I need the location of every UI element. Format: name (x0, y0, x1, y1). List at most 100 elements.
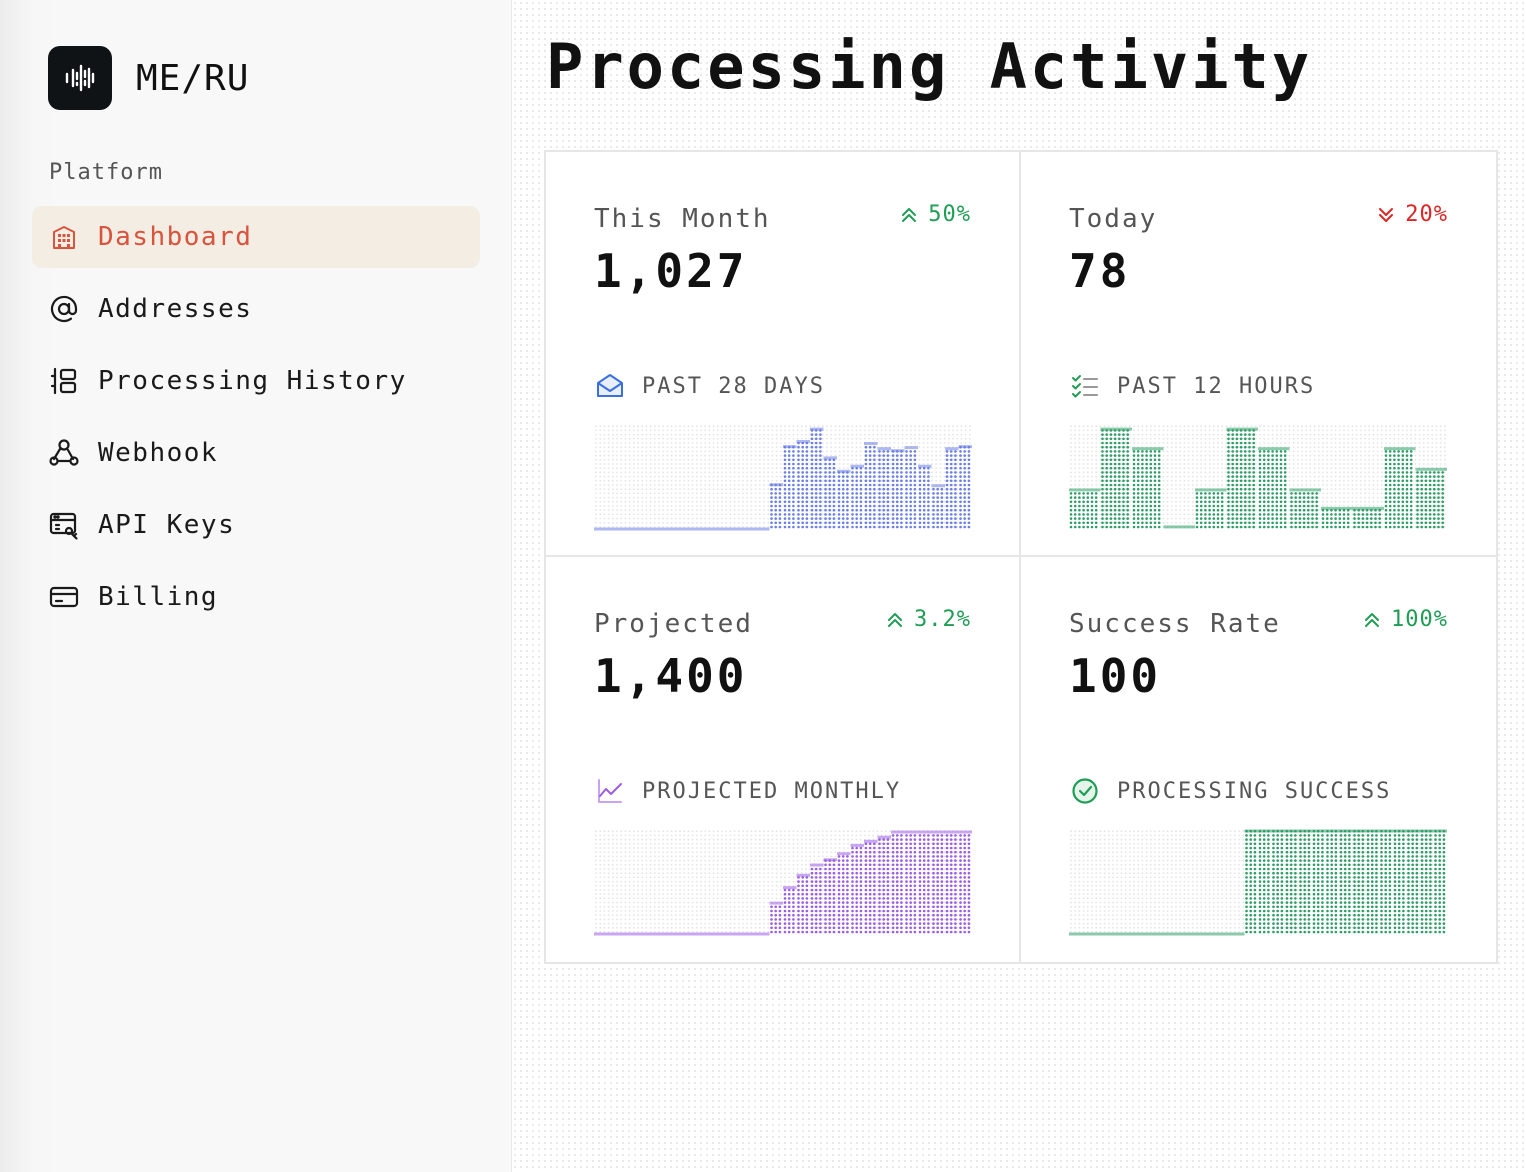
chart-bar (634, 527, 648, 531)
sidebar-item-billing[interactable]: Billing (32, 566, 480, 628)
chart-bar (931, 484, 945, 529)
sidebar-item-webhook[interactable]: Webhook (32, 422, 480, 484)
chart-bar (1069, 488, 1101, 529)
chart-bar (688, 527, 702, 531)
sidebar-section-label: Platform (49, 160, 163, 185)
chart-bar (864, 839, 878, 934)
chart-bar (850, 464, 864, 529)
chevrons-up-icon (902, 207, 917, 222)
chart-bar (1366, 829, 1380, 934)
activity-chart-success-rate (1069, 829, 1447, 936)
waveform-icon (48, 46, 112, 110)
stat-card-success-rate: Success Rate 100% 100 PROCESSING SUCCESS (1021, 557, 1496, 962)
stat-value: 78 (1069, 244, 1131, 298)
sidebar-item-addresses[interactable]: Addresses (32, 278, 480, 340)
chart-bar (850, 843, 864, 934)
stat-value: 1,027 (594, 244, 748, 298)
sidebar-item-processing-history[interactable]: Processing History (32, 350, 480, 412)
at-icon (48, 293, 80, 325)
chart-bar (1100, 427, 1132, 529)
chart-bar (1069, 932, 1083, 936)
chart-bar (1217, 932, 1231, 936)
sidebar: ME/RU Platform Dashboard (0, 0, 512, 1172)
chart-background-dots (1070, 425, 1446, 528)
chart-bar (783, 445, 797, 529)
page-title: Processing Activity (546, 30, 1313, 103)
chart-bar (837, 852, 851, 934)
chart-bar (904, 446, 918, 529)
chart-bar (783, 886, 797, 934)
chart-bar (1109, 932, 1123, 936)
stat-label: Projected (594, 609, 753, 639)
checklist-icon (1069, 370, 1101, 402)
chart-bar (1289, 488, 1321, 529)
chart-bar (1163, 525, 1195, 529)
chart-bar (1433, 829, 1447, 934)
chart-bar (742, 527, 756, 531)
chart-bar (1226, 427, 1258, 529)
brand-name: ME/RU (136, 57, 250, 99)
chart-bar (1082, 932, 1096, 936)
chart-bar (729, 932, 743, 936)
chevrons-up-icon (1365, 612, 1380, 627)
chart-bar (1258, 447, 1290, 529)
chart-bar (945, 830, 959, 934)
chart-bar (1321, 506, 1353, 529)
sidebar-item-label: Billing (98, 582, 219, 612)
chart-bar (1271, 829, 1285, 934)
chart-bar (810, 427, 824, 529)
stat-label: Today (1069, 204, 1158, 234)
chart-bar (1298, 829, 1312, 934)
chart-bar (729, 527, 743, 531)
sidebar-item-label: Addresses (98, 294, 253, 324)
sidebar-item-dashboard[interactable]: Dashboard (32, 206, 480, 268)
brand[interactable]: ME/RU (48, 46, 249, 110)
chart-bar (1339, 829, 1353, 934)
chart-bar (1195, 488, 1227, 529)
api-key-icon (48, 509, 80, 541)
chevrons-down-icon (1379, 207, 1394, 222)
activity-chart-this-month (594, 425, 972, 531)
trend-up-badge: 50% (898, 202, 971, 227)
chart-bar (796, 873, 810, 934)
stat-delta: 50% (928, 202, 971, 227)
building-icon (48, 221, 80, 253)
chart-bar (1258, 829, 1272, 934)
check-circle-icon (1069, 775, 1101, 807)
stat-caption-text: PAST 28 DAYS (642, 373, 825, 399)
sidebar-item-label: Webhook (98, 438, 219, 468)
chart-bar (1325, 829, 1339, 934)
chart-bar (1420, 829, 1434, 934)
chart-bar (1244, 829, 1258, 934)
chart-bar (648, 932, 662, 936)
history-layout-icon (48, 365, 80, 397)
chart-bar (823, 456, 837, 529)
chart-bar (607, 932, 621, 936)
chart-bar (864, 442, 878, 529)
stat-caption-text: PAST 12 HOURS (1117, 373, 1316, 399)
chart-bar (769, 483, 783, 529)
chart-bar (1190, 932, 1204, 936)
chart-bar (1136, 932, 1150, 936)
credit-card-icon (48, 581, 80, 613)
activity-chart-projected (594, 830, 972, 936)
stat-caption-text: PROJECTED MONTHLY (642, 778, 902, 804)
stat-caption-text: PROCESSING SUCCESS (1117, 778, 1392, 804)
chart-bar (1177, 932, 1191, 936)
stat-value: 100 (1069, 649, 1162, 703)
chart-bar (756, 527, 770, 531)
chart-bar (661, 932, 675, 936)
trend-down-badge: 20% (1375, 202, 1448, 227)
chart-bar (715, 932, 729, 936)
chart-bar (810, 863, 824, 934)
chart-bar (945, 447, 959, 529)
sidebar-nav: Dashboard Addresses Processing History (32, 206, 480, 638)
chart-bar (715, 527, 729, 531)
chart-bar (1231, 932, 1245, 936)
sidebar-item-api-keys[interactable]: API Keys (32, 494, 480, 556)
chart-bar (1384, 447, 1416, 529)
stat-value: 1,400 (594, 649, 748, 703)
chart-bar (1285, 829, 1299, 934)
chart-bar (675, 527, 689, 531)
chart-bar (1096, 932, 1110, 936)
